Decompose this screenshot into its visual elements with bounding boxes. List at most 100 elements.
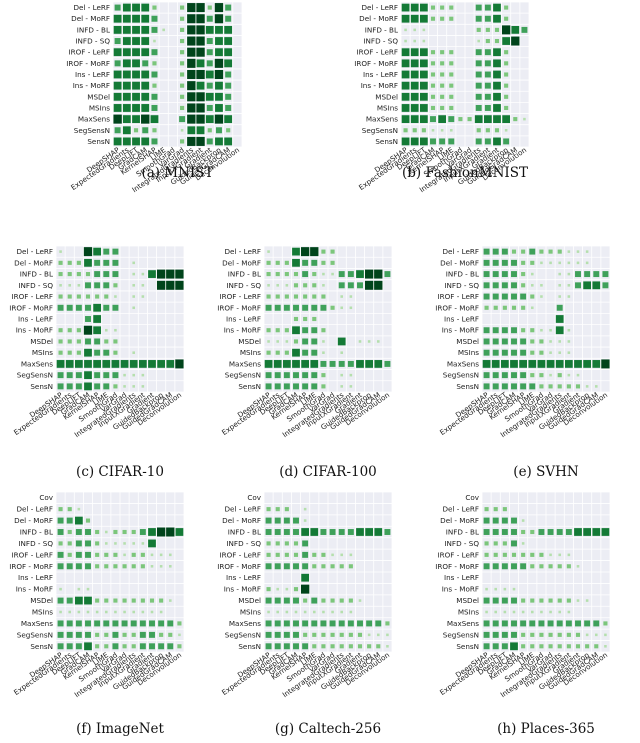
heatmap-cell [267,610,270,614]
heatmap-cell [156,269,166,279]
heatmap-cell [266,328,271,333]
heatmap-cell [58,328,63,333]
row-label-del-morf: Del - MoRF [222,258,261,267]
heatmap-cell [112,248,119,255]
row-label-irof-morf: IROF - MoRF [217,303,261,312]
heatmap-cell [105,530,108,534]
heatmap-cell [493,14,501,23]
heatmap-cell [149,598,155,603]
heatmap-cell [84,348,92,357]
heatmap-cell [501,349,508,356]
heatmap-cell [267,284,270,287]
heatmap-cell [485,27,490,32]
heatmap-cell [410,48,419,57]
heatmap-cell [77,587,81,591]
heatmap-cell [75,551,82,558]
row-label-msdel: MSDel [238,337,261,346]
heatmap-cell [320,529,327,535]
heatmap-cell [58,294,63,299]
heatmap-cell [566,384,571,389]
heatmap-cell [475,138,482,145]
heatmap-cell [512,610,516,614]
row-label-del-morf: Del - MoRF [71,14,110,23]
heatmap-cell [492,529,499,535]
heatmap-cell [94,259,101,266]
row-label-infd-sq: INFD - SQ [444,539,479,548]
heatmap-cell [475,104,482,111]
heatmap-cell [224,137,233,146]
heatmap-cell [338,529,345,535]
heatmap-cell [604,645,607,648]
heatmap-cell [511,293,517,300]
heatmap-cell [349,610,353,614]
heatmap-cell [267,340,270,343]
heatmap-cell [151,104,158,111]
heatmap-cell [311,327,318,334]
heatmap-cell [105,610,108,614]
heatmap-cell [530,644,535,649]
heatmap-cell [132,115,140,124]
heatmap-cell [225,71,232,78]
row-label-ins-morf: Ins - MoRF [442,585,479,594]
heatmap-cell [292,326,300,335]
heatmap-cell [141,25,150,34]
heatmap-cell [374,360,383,368]
heatmap-cell [322,284,325,287]
heatmap-cell [492,271,499,278]
heatmap-cell [122,632,127,637]
heatmap-cell [531,610,534,614]
heatmap-cell [510,36,520,46]
heatmap-cell [448,138,455,145]
heatmap-cell [131,552,136,557]
heatmap-cell [485,128,490,133]
heatmap-cell [113,114,123,124]
heatmap-cell [132,295,135,298]
heatmap-cell [293,587,299,592]
heatmap-cell [169,599,172,602]
heatmap-cell [475,60,482,67]
heatmap-cell [284,350,289,355]
heatmap-cell [567,610,571,614]
heatmap-cell [529,248,536,255]
heatmap-cell [140,564,145,569]
heatmap-cell [339,598,344,603]
heatmap-cell [356,528,364,536]
heatmap-cell [103,349,110,356]
heatmap-cell [558,272,561,276]
heatmap-cell [132,306,135,310]
heatmap-cell [206,38,213,45]
heatmap-cell [156,280,166,290]
heatmap-cell [419,59,428,68]
heatmap-cell [557,644,562,649]
row-label-ins-morf: Ins - MoRF [224,326,261,335]
heatmap-cell [557,249,562,254]
heatmap-cell [114,4,121,11]
heatmap-cell [104,598,109,603]
heatmap-cell [338,360,345,367]
row-label-ins-lerf: Ins - LeRF [75,70,110,79]
heatmap-cell [303,632,308,637]
heatmap-cell [225,15,232,22]
heatmap-cell [112,304,119,311]
heatmap-cell [67,328,72,333]
heatmap-cell [366,620,373,627]
heatmap-cell [293,372,299,379]
heatmap-cell [301,528,310,536]
heatmap-cell [564,360,573,368]
heatmap-cell [186,114,196,124]
heatmap-cell [122,81,131,90]
heatmap-cell [75,529,82,535]
panel-caption: (g) Caltech-256 [275,721,381,737]
heatmap-cell [493,70,501,79]
heatmap-cell [521,542,525,545]
heatmap-cell [224,48,233,57]
heatmap-cell [180,72,185,77]
heatmap-cell [95,294,100,299]
heatmap-cell [329,360,336,367]
row-label-del-lerf: Del - LeRF [73,3,110,12]
heatmap-cell [301,360,310,368]
heatmap-cell [474,115,483,123]
heatmap-cell [186,36,196,46]
heatmap-cell [187,126,196,135]
heatmap-cell [292,348,300,357]
